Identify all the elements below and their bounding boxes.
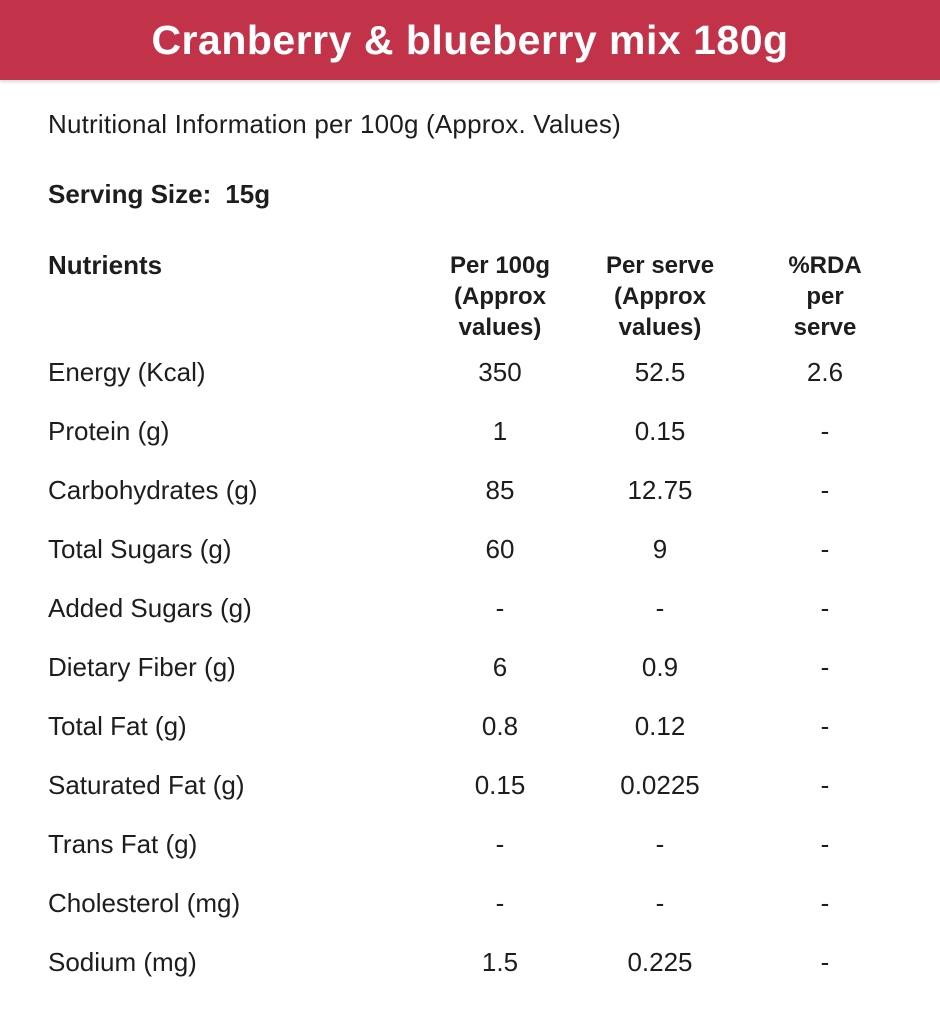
serving-size-value: 15g <box>225 179 271 209</box>
nutrient-name: Cholesterol (mg) <box>48 888 241 918</box>
value-per-serve: 0.9 <box>641 652 679 682</box>
value-per-serve: 0.15 <box>634 416 686 446</box>
value-per-serve: 9 <box>652 534 668 564</box>
table-row: Protein (g) 1 0.15 - <box>48 402 900 461</box>
nutrition-table: Nutrients Per 100g (Approx values) Per s… <box>48 250 900 992</box>
nutrient-name: Trans Fat (g) <box>48 829 198 859</box>
product-title-bar: Cranberry & blueberry mix 180g <box>0 0 940 80</box>
value-per-serve: - <box>655 829 665 859</box>
value-rda-per-serve: - <box>820 770 830 800</box>
nutrient-name: Dietary Fiber (g) <box>48 652 236 682</box>
table-row: Energy (Kcal) 350 52.5 2.6 <box>48 343 900 402</box>
column-header-per-100g: Per 100g (Approx values) <box>449 252 551 341</box>
nutrient-name: Saturated Fat (g) <box>48 770 245 800</box>
nutrient-name: Sodium (mg) <box>48 947 197 977</box>
value-per-100g: 0.8 <box>481 711 519 741</box>
nutrient-name: Energy (Kcal) <box>48 357 206 387</box>
value-rda-per-serve: - <box>820 947 830 977</box>
value-rda-per-serve: - <box>820 888 830 918</box>
table-row: Added Sugars (g) - - - <box>48 579 900 638</box>
label-content: Nutritional Information per 100g (Approx… <box>0 80 940 992</box>
table-header-row: Nutrients Per 100g (Approx values) Per s… <box>48 250 900 343</box>
value-per-serve: 52.5 <box>634 357 686 387</box>
column-header-per-serve: Per serve (Approx values) <box>605 252 715 341</box>
table-row: Sodium (mg) 1.5 0.225 - <box>48 933 900 992</box>
value-per-100g: 85 <box>485 475 515 505</box>
value-per-serve: - <box>655 593 665 623</box>
value-rda-per-serve: - <box>820 534 830 564</box>
product-title: Cranberry & blueberry mix 180g <box>151 16 789 63</box>
value-per-100g: - <box>495 829 505 859</box>
table-row: Saturated Fat (g) 0.15 0.0225 - <box>48 756 900 815</box>
value-per-serve: 0.12 <box>634 711 686 741</box>
nutrient-name: Protein (g) <box>48 416 170 446</box>
value-rda-per-serve: - <box>820 475 830 505</box>
table-row: Dietary Fiber (g) 6 0.9 - <box>48 638 900 697</box>
value-rda-per-serve: - <box>820 416 830 446</box>
value-per-100g: 60 <box>485 534 515 564</box>
value-per-serve: 0.0225 <box>620 770 700 800</box>
nutrient-name: Total Sugars (g) <box>48 534 232 564</box>
value-per-100g: 1.5 <box>481 947 519 977</box>
value-per-serve: - <box>655 888 665 918</box>
value-rda-per-serve: - <box>820 593 830 623</box>
nutrient-name: Added Sugars (g) <box>48 593 252 623</box>
value-per-100g: - <box>495 593 505 623</box>
column-header-rda-per-serve: %RDA per serve <box>788 252 862 341</box>
serving-size-label: Serving Size: <box>48 179 212 209</box>
value-per-serve: 12.75 <box>627 475 693 505</box>
nutrient-name: Carbohydrates (g) <box>48 475 258 505</box>
table-row: Carbohydrates (g) 85 12.75 - <box>48 461 900 520</box>
value-per-100g: 0.15 <box>474 770 526 800</box>
value-per-100g: - <box>495 888 505 918</box>
nutritional-info-heading: Nutritional Information per 100g (Approx… <box>48 109 621 139</box>
value-per-100g: 1 <box>492 416 508 446</box>
value-rda-per-serve: 2.6 <box>806 357 844 387</box>
value-rda-per-serve: - <box>820 711 830 741</box>
table-row: Cholesterol (mg) - - - <box>48 874 900 933</box>
table-row: Total Sugars (g) 60 9 - <box>48 520 900 579</box>
value-per-serve: 0.225 <box>627 947 693 977</box>
serving-size-line: Serving Size: 15g <box>48 140 900 210</box>
nutrient-name: Total Fat (g) <box>48 711 187 741</box>
value-rda-per-serve: - <box>820 829 830 859</box>
table-row: Trans Fat (g) - - - <box>48 815 900 874</box>
value-per-100g: 6 <box>492 652 508 682</box>
table-row: Total Fat (g) 0.8 0.12 - <box>48 697 900 756</box>
value-per-100g: 350 <box>478 357 522 387</box>
value-rda-per-serve: - <box>820 652 830 682</box>
column-header-nutrients: Nutrients <box>48 250 163 280</box>
